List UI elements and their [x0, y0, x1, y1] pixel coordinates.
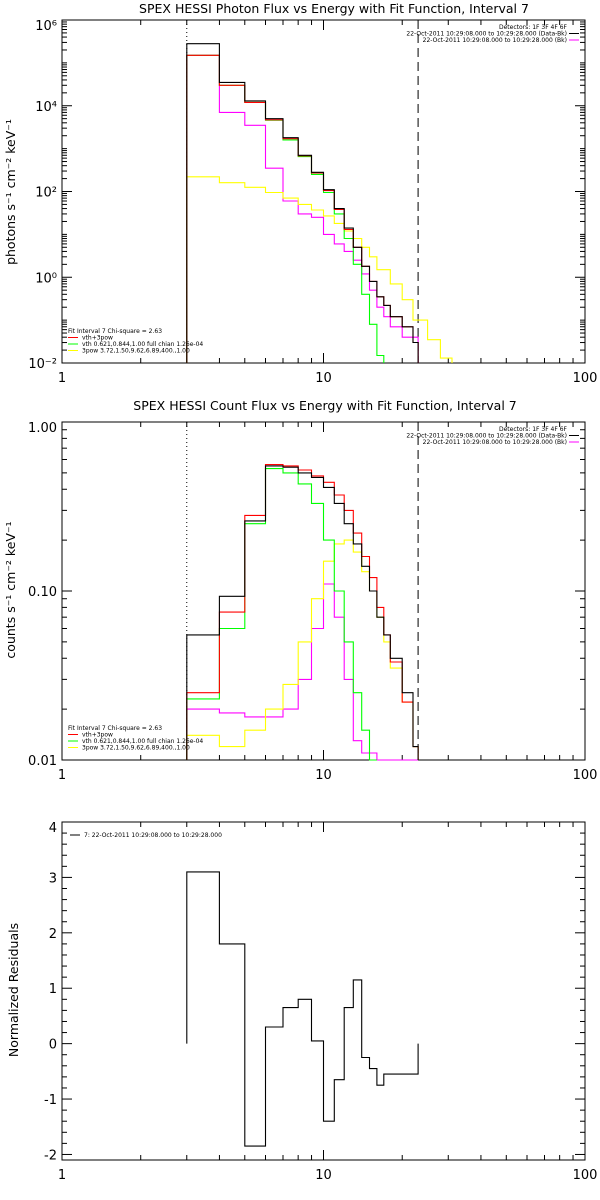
legend-entry: vth 0.621,0.844,1.00 full chian 1.26e-04 [82, 738, 203, 745]
energy-range-lines [186, 20, 419, 363]
legend-entry: 22-Oct-2011 10:29:08.000 to 10:29:28.000… [406, 433, 567, 440]
chart-title: SPEX HESSI Count Flux vs Energy with Fit… [133, 398, 516, 413]
series-bk [186, 54, 419, 363]
tick-labels: 1 10 100 -2 -1 0 1 2 3 4 [44, 821, 597, 1183]
y-tick-label: 10⁴ [35, 100, 57, 115]
y-tick-label: 1.00 [28, 421, 57, 436]
y-tick-label: 1 [49, 982, 57, 997]
x-tick-label: 1 [58, 768, 66, 783]
legend-entry: Detectors: 1F 3F 4F 6F [499, 426, 568, 433]
legend-entry: 7: 22-Oct-2011 10:29:08.000 to 10:29:28.… [84, 832, 222, 839]
y-tick-label: 3 [49, 871, 57, 886]
chart-title: SPEX HESSI Photon Flux vs Energy with Fi… [139, 1, 529, 16]
legend-entry: 3pow 3.72,1.50,9.62,6.89,400.,1.00 [82, 348, 190, 355]
tick-labels: 1 10 100 10⁻² 10⁰ 10² 10⁴ 10⁶ [28, 19, 597, 386]
residuals-panel: Normalized Residuals 1 10 100 -2 -1 0 1 2 3 4 7: … [6, 821, 597, 1183]
legend-entry: Fit Interval 7 Chi-square = 2.63 [68, 725, 162, 732]
series-group [186, 43, 453, 363]
legend-entry: vth+3pow [82, 335, 113, 342]
legend-entry: Fit Interval 7 Chi-square = 2.63 [68, 328, 162, 335]
legend-entry: 22-Oct-2011 10:29:08.000 to 10:29:28.000… [406, 31, 567, 38]
axis-ticks [61, 821, 585, 1160]
x-tick-label: 100 [573, 1168, 598, 1183]
axis-ticks [61, 422, 585, 761]
x-tick-label: 10 [315, 371, 332, 386]
legend-entry: vth+3pow [82, 732, 113, 739]
series-bk [186, 583, 419, 761]
series-vth [186, 468, 377, 761]
energy-range-lines [186, 422, 419, 760]
count-flux-panel: SPEX HESSI Count Flux vs Energy with Fit… [3, 398, 597, 783]
y-tick-label: -1 [44, 1093, 57, 1108]
x-tick-label: 1 [58, 1168, 66, 1183]
series-data-bk [186, 465, 419, 760]
y-axis-label: photons s⁻¹ cm⁻² keV⁻¹ [3, 119, 18, 265]
legend-bottom-left: Fit Interval 7 Chi-square = 2.63vth+3pow… [68, 725, 203, 752]
y-axis-label: counts s⁻¹ cm⁻² keV⁻¹ [3, 521, 18, 658]
y-tick-label: 0.10 [28, 585, 57, 600]
tick-labels: 1 10 100 0.01 0.10 1.00 [28, 421, 597, 783]
series-7-22-oct-2011-10-29-08-000-to- [186, 871, 419, 1147]
y-tick-label: 0.01 [28, 754, 57, 769]
legend-bottom-left: Fit Interval 7 Chi-square = 2.63vth+3pow… [68, 328, 203, 355]
legend-entry: vth 0.621,0.844,1.00 full chian 1.26e-04 [82, 341, 203, 348]
legend-entry: 3pow 3.72,1.50,9.62,6.89,400.,1.00 [82, 745, 190, 752]
series-data-bk [186, 43, 419, 363]
legend-entry: 22-Oct-2011 10:29:08.000 to 10:29:28.000… [423, 439, 567, 446]
y-tick-label: 2 [49, 927, 57, 942]
photon-flux-panel: SPEX HESSI Photon Flux vs Energy with Fi… [3, 1, 597, 386]
x-tick-label: 100 [573, 371, 598, 386]
legend-top-left: 7: 22-Oct-2011 10:29:08.000 to 10:29:28.… [70, 832, 222, 839]
y-tick-label: 10⁻² [28, 357, 57, 372]
y-tick-label: -2 [44, 1148, 57, 1163]
legend-entry: 22-Oct-2011 10:29:08.000 to 10:29:28.000… [423, 37, 567, 44]
series-vth [186, 54, 385, 363]
series-vth-3pow [186, 464, 419, 760]
y-tick-label: 0 [49, 1038, 57, 1053]
series-3pow [186, 176, 453, 363]
y-tick-label: 4 [49, 821, 57, 836]
legend-entry: Detectors: 1F 3F 4F 6F [499, 24, 568, 31]
x-tick-label: 100 [573, 768, 598, 783]
x-tick-label: 1 [58, 371, 66, 386]
series-group [186, 464, 419, 761]
y-tick-label: 10² [35, 186, 57, 201]
y-tick-label: 10⁰ [35, 271, 57, 286]
series-3pow [186, 539, 419, 760]
series-group [186, 871, 419, 1147]
axis-ticks [61, 20, 585, 364]
y-tick-label: 10⁶ [35, 19, 57, 34]
y-axis-label: Normalized Residuals [6, 923, 21, 1057]
x-tick-label: 10 [315, 768, 332, 783]
x-tick-label: 10 [315, 1168, 332, 1183]
